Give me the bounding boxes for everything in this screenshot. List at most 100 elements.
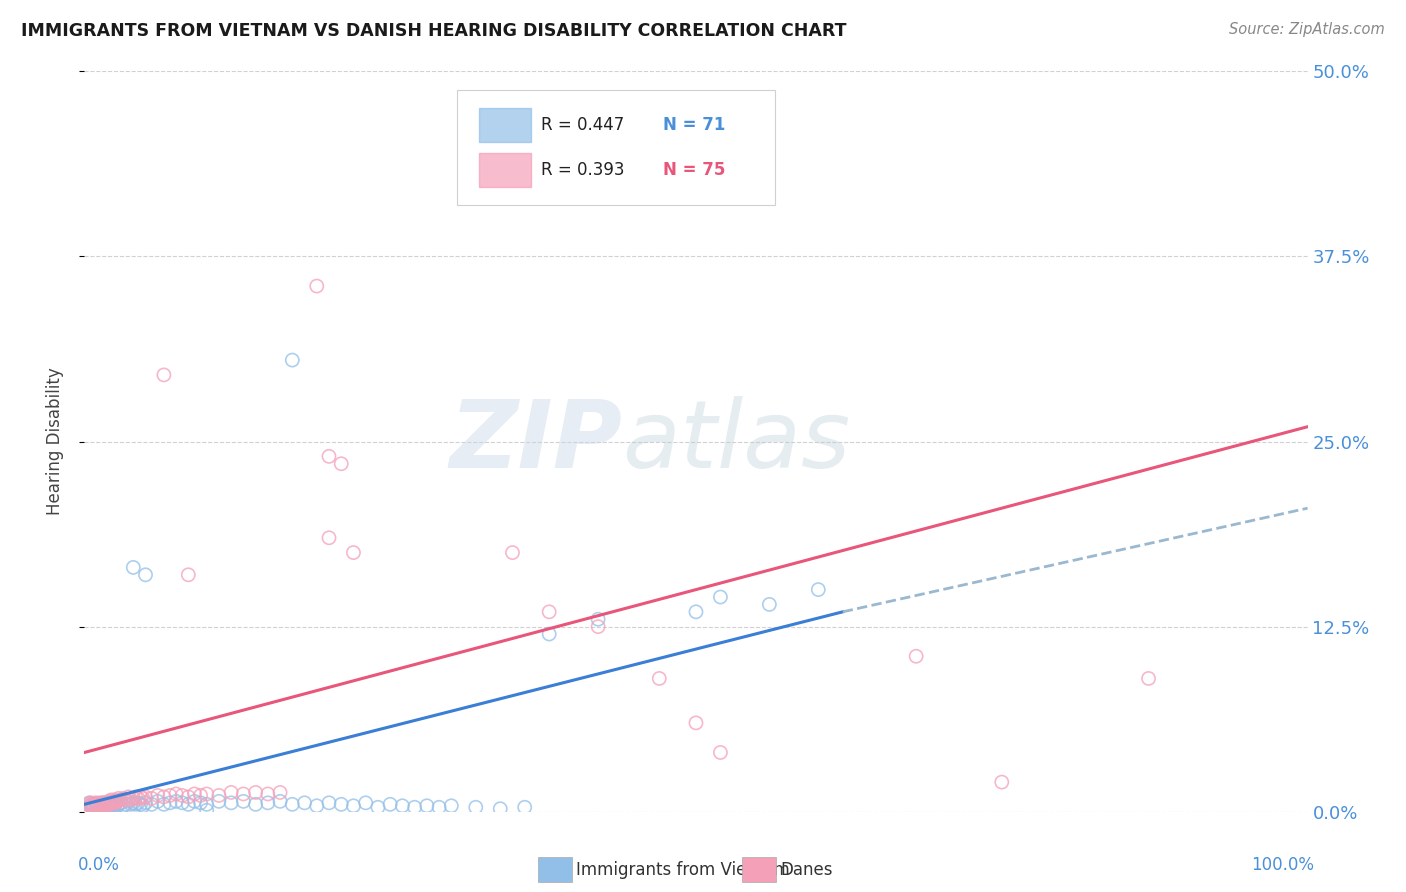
Point bbox=[98, 797, 121, 812]
Point bbox=[342, 798, 364, 813]
Text: IMMIGRANTS FROM VIETNAM VS DANISH HEARING DISABILITY CORRELATION CHART: IMMIGRANTS FROM VIETNAM VS DANISH HEARIN… bbox=[21, 22, 846, 40]
Point bbox=[115, 797, 138, 812]
Point bbox=[305, 798, 328, 813]
Point bbox=[86, 797, 108, 812]
Point bbox=[245, 797, 267, 812]
Point bbox=[122, 791, 145, 805]
Text: 100.0%: 100.0% bbox=[1251, 856, 1313, 874]
Point bbox=[107, 791, 129, 805]
Point bbox=[100, 797, 122, 812]
Point bbox=[245, 785, 267, 799]
Text: ZIP: ZIP bbox=[450, 395, 623, 488]
Point bbox=[440, 798, 463, 813]
Point bbox=[159, 796, 181, 810]
Point bbox=[219, 785, 242, 799]
Point bbox=[105, 796, 128, 810]
Point bbox=[91, 796, 114, 810]
Point bbox=[101, 796, 124, 810]
Point bbox=[79, 798, 101, 813]
Point bbox=[87, 798, 110, 813]
Point bbox=[87, 797, 110, 812]
Point bbox=[177, 567, 200, 582]
Point bbox=[112, 791, 135, 805]
Point bbox=[129, 789, 152, 804]
Point bbox=[89, 797, 111, 812]
Point bbox=[93, 798, 115, 813]
Point bbox=[257, 787, 280, 801]
Point bbox=[190, 789, 212, 803]
Point bbox=[80, 798, 103, 813]
Point bbox=[318, 796, 340, 810]
Point bbox=[107, 797, 129, 812]
Point bbox=[135, 567, 157, 582]
Point bbox=[281, 797, 304, 812]
Point bbox=[77, 796, 100, 810]
Point bbox=[685, 715, 707, 730]
Point bbox=[146, 794, 169, 808]
Point bbox=[153, 797, 176, 812]
Text: N = 75: N = 75 bbox=[664, 161, 725, 178]
Point bbox=[127, 796, 149, 810]
Point bbox=[97, 797, 120, 812]
Point bbox=[190, 796, 212, 810]
Point bbox=[538, 627, 561, 641]
Point bbox=[91, 796, 114, 810]
Point bbox=[318, 531, 340, 545]
Point bbox=[120, 793, 142, 807]
Point bbox=[110, 796, 132, 810]
Point bbox=[94, 798, 117, 813]
Point bbox=[195, 797, 218, 812]
Point bbox=[146, 789, 169, 803]
Point bbox=[103, 794, 125, 808]
Point bbox=[391, 798, 413, 813]
Point bbox=[257, 796, 280, 810]
Point bbox=[427, 800, 450, 814]
Point bbox=[172, 796, 194, 810]
Point bbox=[105, 798, 128, 813]
Point bbox=[98, 798, 121, 813]
Point bbox=[87, 800, 110, 814]
Point bbox=[115, 793, 138, 807]
Point bbox=[90, 798, 112, 813]
Point bbox=[97, 796, 120, 810]
Point bbox=[586, 612, 609, 626]
Point bbox=[105, 794, 128, 808]
Point bbox=[416, 798, 439, 813]
Point bbox=[125, 797, 148, 812]
Text: Source: ZipAtlas.com: Source: ZipAtlas.com bbox=[1229, 22, 1385, 37]
Point bbox=[183, 787, 205, 801]
Point bbox=[330, 457, 353, 471]
Text: 0.0%: 0.0% bbox=[79, 856, 120, 874]
Point bbox=[93, 797, 115, 812]
Point bbox=[122, 560, 145, 574]
Point bbox=[83, 798, 105, 813]
Point bbox=[141, 797, 163, 812]
Point bbox=[208, 789, 231, 803]
Point bbox=[153, 789, 176, 804]
Point bbox=[120, 797, 142, 812]
Point bbox=[305, 279, 328, 293]
Point bbox=[100, 793, 122, 807]
Point bbox=[648, 672, 671, 686]
Point bbox=[342, 546, 364, 560]
Point bbox=[172, 789, 194, 803]
Point bbox=[141, 791, 163, 805]
Point bbox=[367, 800, 389, 814]
Point bbox=[153, 368, 176, 382]
Point bbox=[269, 785, 291, 799]
Point bbox=[86, 798, 108, 813]
Point bbox=[354, 796, 377, 810]
Point bbox=[513, 800, 536, 814]
Text: Danes: Danes bbox=[780, 861, 832, 879]
Point bbox=[96, 796, 118, 810]
Point bbox=[905, 649, 928, 664]
Point bbox=[318, 450, 340, 464]
Point bbox=[195, 803, 218, 817]
FancyBboxPatch shape bbox=[457, 90, 776, 204]
Point bbox=[183, 794, 205, 808]
Point bbox=[77, 798, 100, 813]
Point bbox=[538, 605, 561, 619]
Point bbox=[232, 787, 254, 801]
Point bbox=[380, 797, 402, 812]
Point bbox=[709, 746, 731, 760]
